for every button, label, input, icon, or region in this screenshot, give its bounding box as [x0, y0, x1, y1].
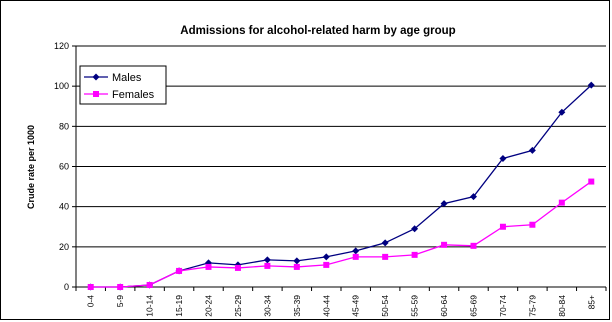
- y-axis-label: Crude rate per 1000: [26, 125, 36, 209]
- data-point-males: [528, 146, 536, 154]
- data-point-females: [441, 241, 448, 248]
- data-point-females: [323, 261, 330, 268]
- data-point-females: [382, 253, 389, 260]
- data-point-males: [352, 247, 360, 255]
- x-tick-label: 0-4: [86, 295, 96, 308]
- data-point-females: [146, 281, 153, 288]
- data-point-males: [470, 193, 477, 201]
- data-point-males: [587, 81, 595, 89]
- x-tick-label: 55-59: [410, 295, 420, 317]
- x-tick-label: 60-64: [439, 295, 449, 317]
- x-tick-label: 45-49: [351, 295, 361, 317]
- data-point-females: [264, 262, 271, 269]
- data-point-females: [87, 284, 94, 290]
- data-point-females: [558, 199, 565, 206]
- x-tick-label: 5-9: [115, 295, 125, 308]
- x-tick-label: 30-34: [262, 295, 272, 317]
- data-point-females: [117, 284, 124, 290]
- data-point-males: [440, 200, 448, 208]
- legend-marker-males: [92, 73, 100, 81]
- y-tick-label: 40: [59, 202, 69, 212]
- data-point-females: [205, 263, 212, 270]
- axes: [75, 46, 607, 291]
- x-tick-label: 65-69: [469, 295, 479, 317]
- data-point-males: [293, 257, 301, 265]
- y-tick-label: 0: [64, 282, 69, 292]
- data-point-females: [411, 251, 418, 258]
- legend-marker-females: [93, 91, 99, 97]
- legend: Males Females: [79, 65, 167, 105]
- x-tick-label: 75-79: [527, 295, 537, 317]
- data-point-males: [411, 225, 419, 233]
- x-tick-labels: 0-4 5-9 10-14 15-19 20-24 25-29 30-34 35-39 40-4…: [86, 295, 597, 317]
- x-tick-label: 20-24: [204, 295, 214, 317]
- series-group: [87, 81, 595, 291]
- x-tick-label: 50-54: [380, 295, 390, 317]
- x-tick-label: 35-39: [292, 295, 302, 317]
- data-point-females: [588, 178, 595, 185]
- x-tick-label: 85+: [586, 295, 596, 309]
- x-tick-label: 15-19: [174, 295, 184, 317]
- y-tick-label: 100: [54, 81, 69, 91]
- legend-box: [79, 65, 167, 105]
- data-point-females: [176, 267, 183, 274]
- data-point-females: [234, 264, 241, 271]
- data-point-males: [499, 154, 507, 162]
- y-tick-label: 80: [59, 121, 69, 131]
- data-point-females: [499, 223, 506, 230]
- series-line-females: [90, 181, 592, 288]
- data-point-males: [322, 253, 330, 261]
- data-point-females: [352, 253, 359, 260]
- y-tick-label: 60: [59, 162, 69, 172]
- data-point-males: [263, 256, 271, 264]
- chart-title: Admissions for alcohol-related harm by a…: [180, 25, 455, 37]
- data-point-females: [470, 242, 477, 249]
- series-females: [87, 178, 595, 290]
- data-point-males: [558, 108, 566, 116]
- data-point-females: [293, 263, 300, 270]
- y-tick-label: 20: [59, 242, 69, 252]
- x-tick-label: 70-74: [498, 295, 508, 317]
- y-tick-label: 120: [54, 41, 69, 51]
- legend-label-males: Males: [112, 72, 142, 84]
- x-tick-label: 80-84: [557, 295, 567, 317]
- x-tick-label: 10-14: [145, 295, 155, 317]
- data-point-females: [529, 221, 536, 228]
- x-tick-label: 40-44: [321, 295, 331, 317]
- x-tick-label: 25-29: [233, 295, 243, 317]
- data-point-males: [381, 239, 389, 247]
- y-tick-labels: 0 20 40 60 80 100 120: [54, 41, 69, 292]
- legend-label-females: Females: [112, 89, 155, 101]
